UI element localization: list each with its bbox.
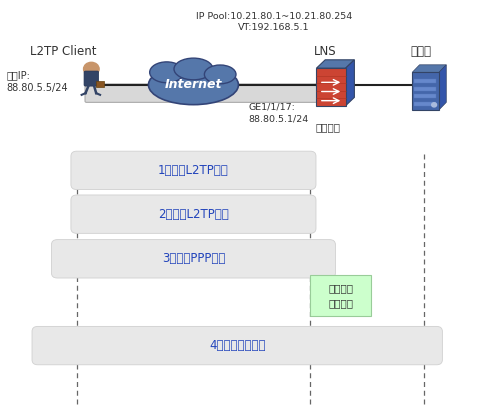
Text: 公网IP:
88.80.5.5/24: 公网IP: 88.80.5.5/24 [6, 70, 68, 93]
FancyBboxPatch shape [32, 326, 442, 365]
Polygon shape [411, 65, 446, 72]
FancyBboxPatch shape [316, 68, 345, 106]
FancyBboxPatch shape [309, 275, 370, 316]
FancyBboxPatch shape [71, 195, 315, 234]
Text: 认证通过
分配地址: 认证通过 分配地址 [327, 283, 352, 308]
Ellipse shape [148, 65, 238, 105]
Ellipse shape [174, 58, 212, 80]
FancyBboxPatch shape [71, 151, 315, 189]
Polygon shape [438, 65, 446, 110]
Circle shape [431, 103, 436, 107]
Circle shape [83, 62, 99, 76]
FancyBboxPatch shape [84, 71, 99, 86]
Ellipse shape [149, 62, 183, 83]
Text: IP Pool:10.21.80.1~10.21.80.254: IP Pool:10.21.80.1~10.21.80.254 [195, 12, 351, 21]
Text: LNS: LNS [313, 45, 335, 58]
FancyBboxPatch shape [85, 84, 321, 102]
FancyBboxPatch shape [413, 87, 435, 91]
FancyBboxPatch shape [96, 81, 104, 87]
Polygon shape [316, 60, 354, 68]
Text: 3、创建PPP连接: 3、创建PPP连接 [162, 252, 224, 265]
Text: 服务器: 服务器 [409, 45, 430, 58]
FancyBboxPatch shape [413, 79, 435, 83]
FancyBboxPatch shape [413, 94, 435, 98]
Text: Internet: Internet [164, 79, 222, 91]
Text: VT:192.168.5.1: VT:192.168.5.1 [238, 23, 309, 32]
Text: 1、创建L2TP隙道: 1、创建L2TP隙道 [158, 164, 228, 177]
Text: L2TP Client: L2TP Client [30, 45, 96, 58]
Polygon shape [345, 60, 354, 106]
Text: 2、创建L2TP会话: 2、创建L2TP会话 [158, 207, 228, 220]
FancyBboxPatch shape [51, 240, 335, 278]
FancyBboxPatch shape [411, 72, 438, 110]
Text: 公司总部: 公司总部 [314, 122, 339, 132]
Text: GE1/1/17:
88.80.5.1/24: GE1/1/17: 88.80.5.1/24 [248, 102, 308, 123]
Ellipse shape [204, 65, 236, 84]
Text: 4、数据封装传输: 4、数据封装传输 [208, 339, 265, 352]
FancyBboxPatch shape [413, 102, 435, 106]
